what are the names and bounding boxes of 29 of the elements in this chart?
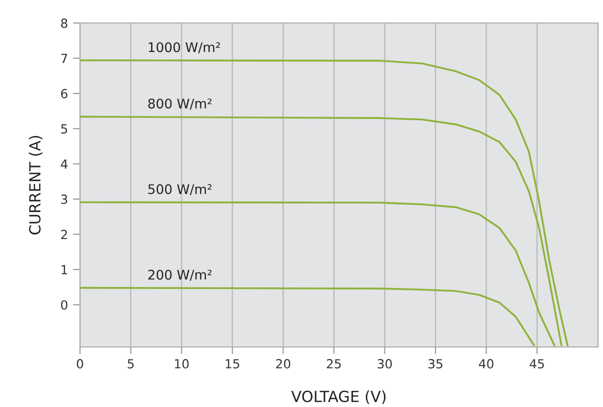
y-tick-label: 2 [61, 230, 67, 240]
y-axis-title: CURRENT (A) [28, 136, 42, 235]
x-tick-label: 25 [326, 359, 341, 368]
series-label: 1000 W/m² [148, 42, 220, 54]
x-tick-label: 35 [428, 359, 442, 368]
y-tick-label: 6 [61, 88, 68, 98]
x-tick-label: 40 [478, 359, 494, 368]
line-series [80, 116, 562, 346]
y-tick-label: 5 [61, 124, 68, 134]
x-tick-label: 30 [378, 359, 392, 368]
line-series [80, 59, 568, 346]
line-series [80, 286, 535, 346]
series-label: 200 W/m² [148, 270, 212, 281]
series-label: 500 W/m² [148, 184, 212, 196]
x-tick-label: 45 [530, 359, 544, 368]
x-tick-label: 10 [174, 359, 189, 368]
x-tick-label: 0 [76, 359, 84, 368]
x-tick-label: 20 [276, 359, 290, 368]
y-tick-label: 1 [62, 265, 68, 274]
y-tick-label: 8 [61, 18, 68, 28]
y-tick-label: 3 [61, 194, 68, 204]
line-series [80, 201, 556, 346]
x-tick-label: 15 [226, 359, 240, 368]
x-axis-title: VOLTAGE (V) [291, 390, 386, 404]
y-tick-label: 7 [61, 54, 68, 63]
y-tick-label: 4 [60, 160, 68, 169]
series-label: 800 W/m² [148, 98, 212, 110]
x-tick-label: 5 [128, 359, 134, 368]
y-tick-label: 0 [61, 300, 68, 310]
